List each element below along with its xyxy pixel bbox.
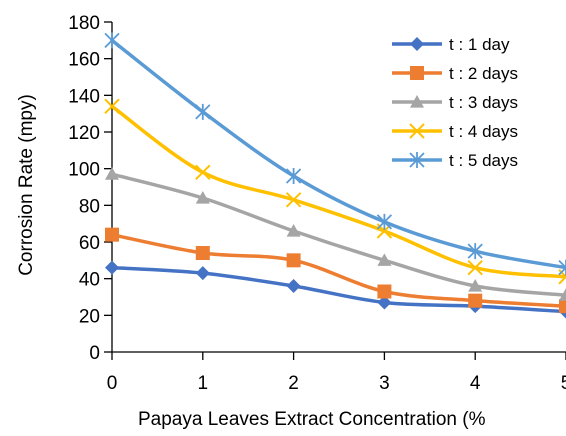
- data-point: [559, 288, 566, 301]
- tick-labels: 0 20 40 60 80 100 120 140 160 180 0 1 2 3 4 5: [68, 13, 566, 394]
- legend-item: t : 1 day: [392, 35, 510, 54]
- series-line: [110, 172, 566, 297]
- data-point: [104, 98, 120, 115]
- y-tick-label: 20: [79, 306, 100, 327]
- legend-item: t : 3 days: [392, 93, 518, 112]
- legend: t : 1 day t : 2 days t : 3 days t : 4 days t…: [385, 28, 566, 183]
- legend-label: t : 5 days: [449, 151, 518, 170]
- y-tick-label: 60: [79, 233, 100, 254]
- x-tick-label: 4: [470, 373, 481, 394]
- data-point: [377, 253, 392, 266]
- y-tick-label: 100: [68, 160, 100, 181]
- y-tick-label: 0: [89, 343, 100, 364]
- data-point: [105, 227, 119, 242]
- data-point: [105, 260, 119, 275]
- data-point: [105, 167, 119, 180]
- series-line: [110, 104, 566, 279]
- data-point: [468, 293, 483, 308]
- series-lines: [104, 32, 566, 319]
- series-2: [105, 227, 566, 314]
- y-tick-label: 140: [68, 86, 100, 107]
- data-point: [195, 164, 211, 181]
- data-point: [104, 32, 120, 49]
- legend-marker: [410, 66, 424, 80]
- series-1: [105, 260, 566, 319]
- x-tick-label: 5: [561, 373, 566, 394]
- series-5: [104, 32, 566, 276]
- data-point: [467, 259, 483, 276]
- legend-label: t : 1 day: [449, 35, 510, 54]
- legend-label: t : 2 days: [449, 64, 518, 83]
- legend-item: t : 2 days: [392, 64, 518, 83]
- legend-marker: [409, 123, 425, 139]
- y-tick-label: 180: [68, 13, 100, 34]
- y-tick-label: 40: [79, 270, 100, 291]
- data-point: [195, 103, 211, 120]
- data-point: [286, 279, 301, 293]
- series-line: [110, 265, 566, 314]
- data-point: [195, 191, 210, 204]
- y-axis-title: Corrosion Rate (mpy): [16, 94, 37, 276]
- legend-item: t : 5 days: [392, 151, 518, 170]
- data-point: [195, 266, 210, 281]
- x-tick-label: 0: [107, 373, 118, 394]
- data-point: [467, 243, 483, 260]
- axes: [104, 21, 566, 360]
- data-point: [559, 299, 566, 314]
- legend-item: t : 4 days: [392, 122, 518, 141]
- x-tick-label: 2: [288, 373, 299, 394]
- legend-label: t : 3 days: [449, 93, 518, 112]
- data-point: [285, 192, 302, 208]
- data-point: [195, 246, 210, 260]
- series-3: [105, 167, 566, 301]
- data-point: [377, 284, 392, 299]
- data-point: [286, 224, 301, 237]
- y-tick-label: 120: [68, 123, 100, 144]
- legend-label: t : 4 days: [449, 122, 518, 141]
- legend-marker: [410, 95, 424, 108]
- data-point: [558, 259, 566, 276]
- data-point: [377, 295, 392, 310]
- data-point: [376, 213, 393, 230]
- data-point: [286, 253, 301, 268]
- legend-marker: [409, 152, 425, 168]
- y-tick-label: 80: [79, 196, 100, 217]
- x-tick-label: 1: [198, 373, 209, 394]
- series-line: [110, 232, 566, 308]
- y-tick-label: 160: [68, 50, 100, 71]
- x-axis-title: Papaya Leaves Extract Concentration (%: [138, 409, 486, 430]
- series-line: [110, 38, 566, 270]
- data-point: [285, 168, 302, 184]
- data-point: [468, 279, 483, 292]
- x-tick-label: 3: [379, 373, 390, 394]
- legend-marker: [410, 37, 424, 51]
